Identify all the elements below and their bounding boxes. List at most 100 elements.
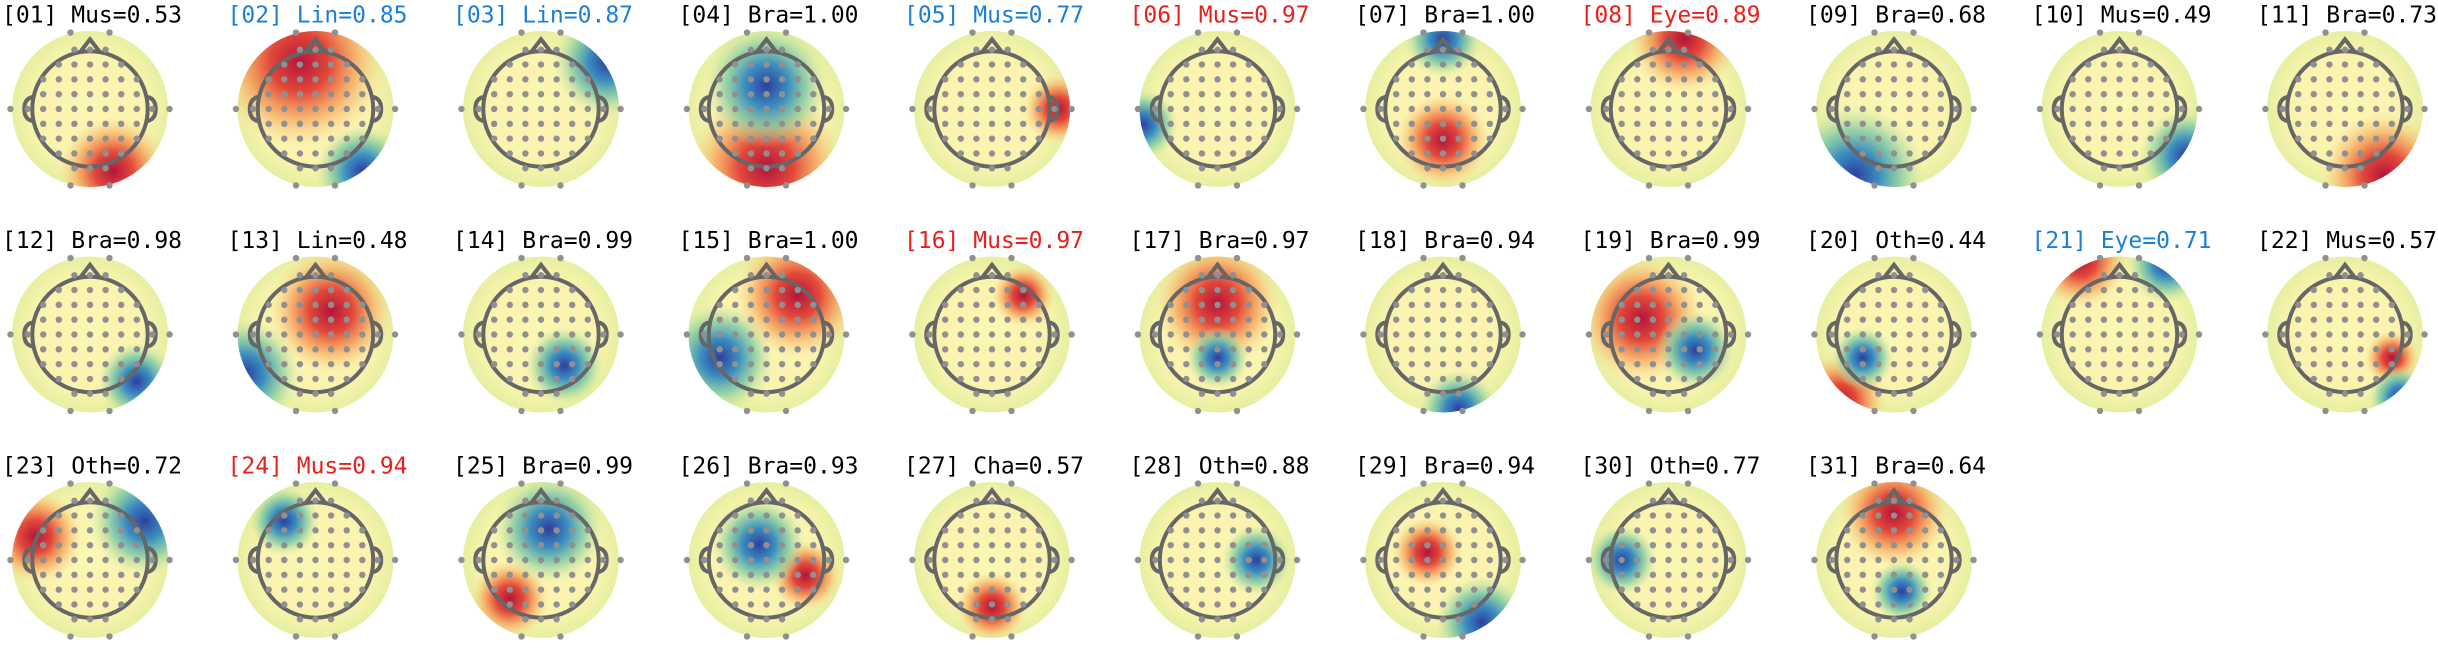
electrode [973, 301, 980, 309]
electrode [1020, 375, 1027, 383]
electrode [522, 541, 529, 549]
electrode [1245, 316, 1252, 323]
electrode [2100, 286, 2108, 294]
electrode [553, 90, 560, 98]
electrode [1408, 601, 1416, 608]
electrode [1035, 135, 1043, 142]
electrode [747, 165, 755, 172]
electrode [359, 316, 366, 323]
left-ear [22, 95, 33, 123]
activity-blob [1629, 31, 1739, 94]
electrode [2326, 286, 2333, 294]
electrode [1906, 616, 1913, 623]
electrode [312, 375, 319, 383]
electrode [1618, 301, 1625, 309]
electrode [1910, 407, 1917, 415]
electrode [988, 571, 996, 579]
electrode [133, 571, 140, 579]
electrode [312, 301, 319, 309]
electrode [312, 497, 319, 504]
electrode [1844, 346, 1851, 353]
electrode [2135, 254, 2143, 262]
electrode [732, 346, 739, 353]
electrode [1455, 316, 1462, 323]
electrode [102, 360, 109, 368]
electrode [747, 497, 755, 504]
electrode [1634, 286, 1641, 294]
nose [529, 35, 553, 54]
electrode [1183, 76, 1190, 83]
electrode [973, 165, 980, 172]
electrode [296, 272, 304, 279]
electrode [1502, 105, 1509, 113]
electrode [973, 331, 980, 338]
electrode [1214, 150, 1221, 157]
electrode [553, 527, 560, 534]
electrode [810, 316, 817, 323]
electrode [2147, 331, 2154, 338]
electrode [1198, 601, 1206, 608]
electrode [265, 120, 272, 128]
electrode [1890, 346, 1898, 353]
electrode [265, 105, 272, 113]
electrode [1233, 480, 1241, 487]
electrode [1198, 46, 1206, 53]
electrode [327, 272, 335, 279]
electrode [71, 105, 78, 113]
electrode [2100, 165, 2108, 172]
electrode [1906, 571, 1913, 579]
electrode [71, 150, 78, 157]
electrode [1459, 407, 1466, 415]
electrode [1811, 105, 1818, 113]
electrode [2341, 286, 2349, 294]
electrode [2147, 360, 2154, 368]
topomap-panel: [16] Mus=0.97 [904, 228, 1084, 415]
electrode [1844, 527, 1851, 534]
electrode [2131, 105, 2139, 113]
electrode [2322, 182, 2329, 189]
electrode [1712, 527, 1719, 534]
electrode [2388, 346, 2395, 353]
electrode [2100, 346, 2108, 353]
electrode [1844, 90, 1851, 98]
electrode [86, 272, 94, 279]
right-ear [823, 320, 835, 349]
electrode [1424, 105, 1431, 113]
electrode [1922, 571, 1929, 579]
electrode [312, 272, 319, 279]
electrode [1214, 375, 1221, 383]
electrode [1004, 61, 1011, 68]
electrode [1519, 556, 1526, 564]
electrode [1618, 571, 1625, 579]
electrode [359, 135, 366, 142]
electrode [86, 90, 94, 98]
panel-label: [22] Mus=0.57 [2257, 228, 2437, 254]
electrode [55, 571, 62, 579]
electrode [2100, 135, 2108, 142]
electrode [537, 286, 545, 294]
electrode [957, 375, 964, 383]
electrode [312, 527, 319, 534]
electrode [1420, 182, 1427, 189]
electrode [1906, 512, 1913, 519]
electrode [794, 527, 801, 534]
electrode [522, 616, 529, 623]
electrode [1035, 556, 1043, 564]
electrode [1035, 331, 1043, 338]
electrode [292, 480, 300, 487]
electrode [1408, 301, 1416, 309]
electrode [1261, 527, 1268, 534]
electrode [1455, 105, 1462, 113]
electrode [969, 182, 976, 189]
electrode [55, 601, 62, 608]
electrode [732, 135, 739, 142]
electrode [1360, 105, 1367, 113]
electrode [2116, 331, 2123, 338]
electrode [1859, 375, 1867, 383]
electrode [296, 616, 304, 623]
left-ear [2051, 95, 2063, 123]
electrode [1261, 346, 1268, 353]
electrode [2147, 120, 2154, 128]
electrode [40, 76, 47, 83]
electrode [86, 571, 94, 579]
